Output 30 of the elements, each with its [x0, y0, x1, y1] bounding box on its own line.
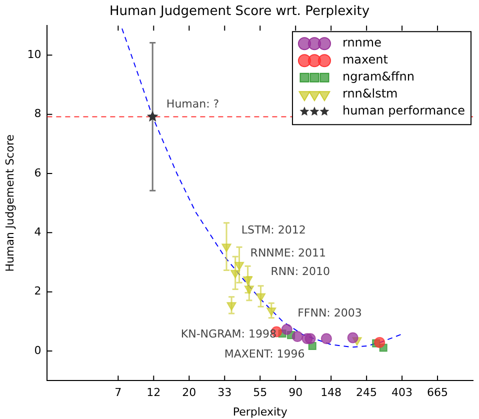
- y-tick-label: 2: [34, 284, 42, 298]
- annotation: RNNME: 2011: [250, 246, 326, 260]
- annotation: FFNN: 2003: [298, 306, 362, 320]
- x-tick-label: 33: [218, 386, 232, 400]
- y-axis-title: Human Judgement Score: [3, 134, 16, 272]
- x-axis-title: Perplexity: [232, 405, 288, 418]
- y-tick-label: 8: [34, 107, 42, 120]
- legend-label: maxent: [342, 52, 388, 67]
- x-tick-label: 403: [392, 386, 413, 400]
- x-tick-label: 148: [320, 386, 342, 400]
- annotation: Human: ?: [166, 97, 220, 110]
- y-tick-label: 4: [34, 226, 42, 239]
- x-tick-label: 665: [427, 386, 448, 400]
- x-tick-label: 55: [253, 386, 268, 400]
- annotation: MAXENT: 1996: [224, 348, 305, 361]
- legend-label: human performance: [342, 104, 466, 118]
- legend-label: ngram&ffnn: [342, 70, 415, 84]
- y-tick-label: 10: [27, 48, 42, 62]
- x-tick-label: 12: [146, 386, 161, 400]
- y-tick-label: 6: [34, 166, 42, 180]
- chart-title: Human Judgement Score wrt. Perplexity: [109, 4, 370, 20]
- x-tick-label: 7: [114, 386, 122, 400]
- annotation: LSTM: 2012: [241, 223, 306, 236]
- x-tick-label: 245: [356, 386, 378, 400]
- annotation: RNN: 2010: [270, 265, 330, 278]
- y-tick-label: 0: [34, 344, 42, 357]
- x-tick-label: 20: [182, 386, 196, 400]
- x-tick-label: 90: [288, 386, 303, 400]
- legend-label: rnnme: [342, 36, 382, 50]
- legend-label: rnn&lstm: [342, 86, 398, 101]
